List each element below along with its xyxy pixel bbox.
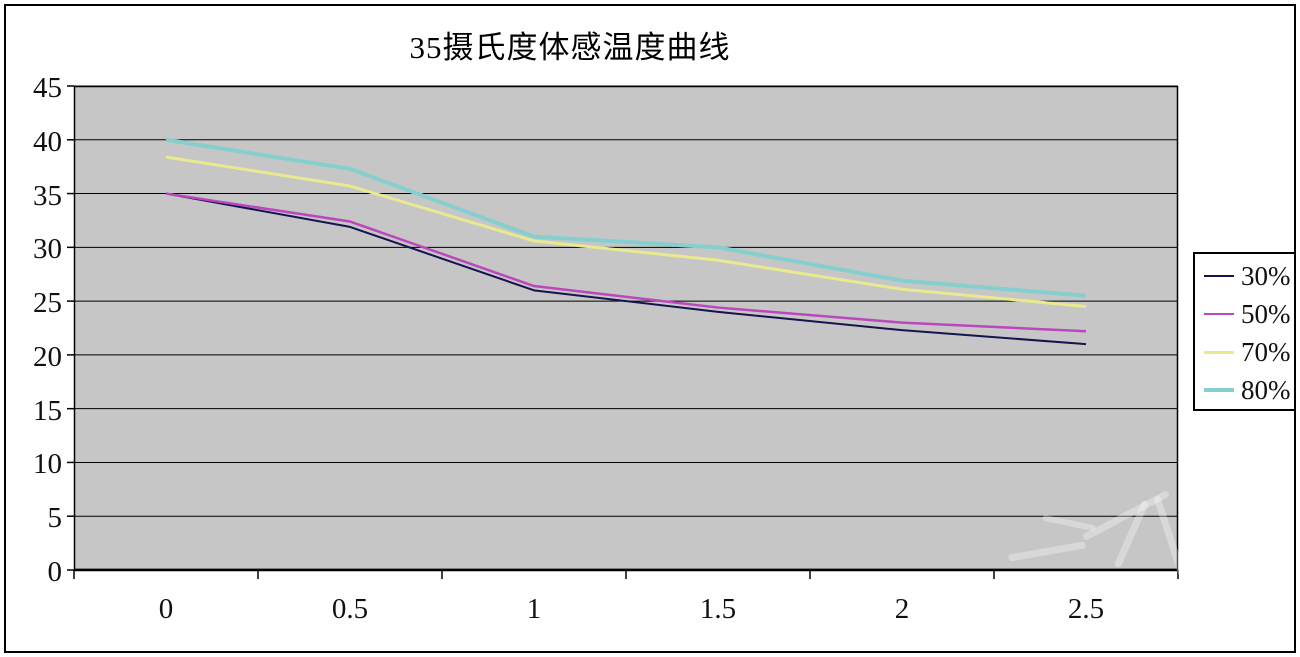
y-tick-label-20: 20 bbox=[33, 340, 62, 373]
y-tick-label-45: 45 bbox=[33, 72, 62, 104]
y-tick-label-35: 35 bbox=[33, 179, 62, 212]
legend-line-swatch bbox=[1204, 350, 1234, 354]
x-tick-label-1.5: 1.5 bbox=[699, 593, 737, 625]
x-tick-label-2: 2 bbox=[894, 593, 910, 625]
x-tick-label-1: 1 bbox=[526, 593, 542, 625]
legend-line-swatch bbox=[1204, 388, 1234, 392]
legend-label: 30% bbox=[1241, 261, 1291, 291]
legend-label: 70% bbox=[1241, 337, 1291, 367]
legend: 30% 50% 70% 80% bbox=[1193, 252, 1296, 411]
chart-title: 35摄氏度体感温度曲线 bbox=[409, 30, 731, 65]
x-tick-label-2.5: 2.5 bbox=[1067, 593, 1105, 625]
legend-item-50%: 50% bbox=[1195, 295, 1294, 333]
y-tick-label-15: 15 bbox=[33, 394, 62, 427]
y-tick-label-0: 0 bbox=[47, 556, 63, 588]
legend-line-swatch bbox=[1204, 275, 1234, 277]
y-tick-label-30: 30 bbox=[33, 233, 62, 266]
y-tick-label-5: 5 bbox=[47, 502, 63, 535]
legend-line-swatch bbox=[1204, 312, 1234, 316]
series-line-30% bbox=[165, 192, 1087, 346]
y-tick-label-10: 10 bbox=[33, 448, 62, 481]
x-tick-label-0.5: 0.5 bbox=[331, 593, 369, 625]
series-line-50% bbox=[165, 192, 1087, 333]
y-tick-label-25: 25 bbox=[33, 287, 62, 320]
legend-label: 50% bbox=[1241, 299, 1291, 329]
legend-item-30%: 30% bbox=[1195, 257, 1294, 295]
series-line-80% bbox=[165, 137, 1087, 298]
y-tick-label-40: 40 bbox=[33, 125, 62, 158]
series-line-70% bbox=[165, 155, 1087, 308]
x-tick-label-0: 0 bbox=[158, 593, 174, 625]
plot-area bbox=[67, 85, 1179, 579]
legend-item-70%: 70% bbox=[1195, 333, 1294, 371]
legend-label: 80% bbox=[1241, 375, 1291, 405]
legend-item-80%: 80% bbox=[1195, 371, 1294, 409]
